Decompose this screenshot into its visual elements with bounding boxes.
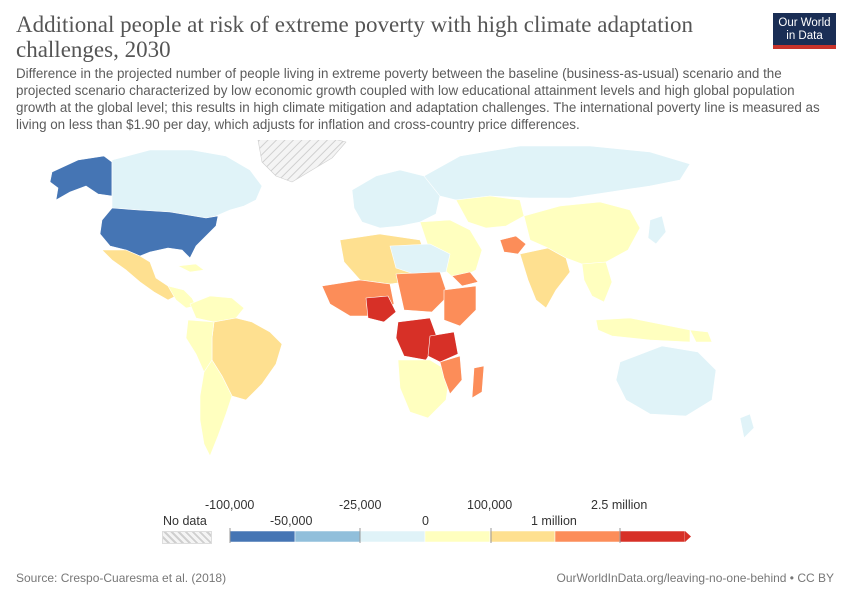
legend-arrow bbox=[685, 531, 691, 542]
legend-no-data-swatch bbox=[162, 531, 212, 544]
yemen[interactable] bbox=[451, 271, 479, 287]
legend-label-neg25k: -25,000 bbox=[339, 498, 382, 512]
east-africa[interactable] bbox=[443, 285, 477, 327]
cuba[interactable] bbox=[177, 263, 205, 273]
legend-swatch-6 bbox=[619, 530, 686, 543]
legend-label-100k: 100,000 bbox=[467, 498, 513, 512]
japan[interactable] bbox=[647, 215, 667, 245]
footer-url-license[interactable]: OurWorldInData.org/leaving-no-one-behind… bbox=[556, 571, 834, 585]
legend-label-neg100k: -100,000 bbox=[205, 498, 255, 512]
papua-new-guinea[interactable] bbox=[689, 329, 713, 343]
chart-title: Additional people at risk of extreme pov… bbox=[16, 12, 694, 62]
central-asia[interactable] bbox=[455, 195, 525, 229]
mozambique[interactable] bbox=[439, 355, 463, 395]
southeast-asia[interactable] bbox=[581, 261, 613, 303]
colombia-venezuela[interactable] bbox=[189, 295, 245, 323]
madagascar[interactable] bbox=[471, 365, 485, 399]
legend-swatch-2 bbox=[359, 530, 426, 543]
australia[interactable] bbox=[615, 345, 717, 417]
legend: No data -100,000 -25,000 100,000 2.5 mil… bbox=[0, 490, 850, 550]
tanzania[interactable] bbox=[427, 331, 459, 363]
legend-swatch-4 bbox=[489, 530, 556, 543]
indonesia[interactable] bbox=[595, 317, 691, 343]
legend-swatch-1 bbox=[294, 530, 361, 543]
europe[interactable] bbox=[351, 169, 441, 229]
owid-logo[interactable]: Our World in Data bbox=[773, 13, 836, 49]
legend-swatch-5 bbox=[554, 530, 621, 543]
greenland[interactable] bbox=[257, 140, 347, 183]
source-text: Source: Crespo-Cuaresma et al. (2018) bbox=[16, 571, 227, 585]
india[interactable] bbox=[519, 247, 571, 309]
libya-egypt[interactable] bbox=[389, 243, 451, 277]
logo-line-1: Our World bbox=[778, 17, 831, 29]
southern-cone[interactable] bbox=[199, 359, 233, 457]
sudan-chad[interactable] bbox=[395, 271, 449, 313]
russia[interactable] bbox=[423, 145, 691, 201]
southern-africa[interactable] bbox=[397, 359, 451, 419]
mexico[interactable] bbox=[101, 249, 177, 301]
legend-label-2-5m: 2.5 million bbox=[591, 498, 648, 512]
new-zealand[interactable] bbox=[739, 413, 755, 439]
legend-label-1m: 1 million bbox=[531, 514, 577, 528]
afghanistan[interactable] bbox=[499, 235, 527, 255]
legend-swatch-0 bbox=[229, 530, 296, 543]
chart-subtitle: Difference in the projected number of pe… bbox=[16, 66, 820, 132]
canada[interactable] bbox=[111, 149, 263, 219]
legend-no-data-label: No data bbox=[163, 514, 207, 528]
china[interactable] bbox=[523, 201, 641, 265]
alaska[interactable] bbox=[49, 155, 113, 201]
logo-line-2: in Data bbox=[786, 30, 823, 42]
legend-color-bar bbox=[229, 528, 691, 543]
nigeria[interactable] bbox=[365, 295, 397, 323]
world-map[interactable] bbox=[0, 140, 850, 485]
usa[interactable] bbox=[99, 207, 219, 259]
legend-label-neg50k: -50,000 bbox=[270, 514, 313, 528]
legend-swatch-3 bbox=[424, 530, 491, 543]
legend-label-0: 0 bbox=[422, 514, 429, 528]
